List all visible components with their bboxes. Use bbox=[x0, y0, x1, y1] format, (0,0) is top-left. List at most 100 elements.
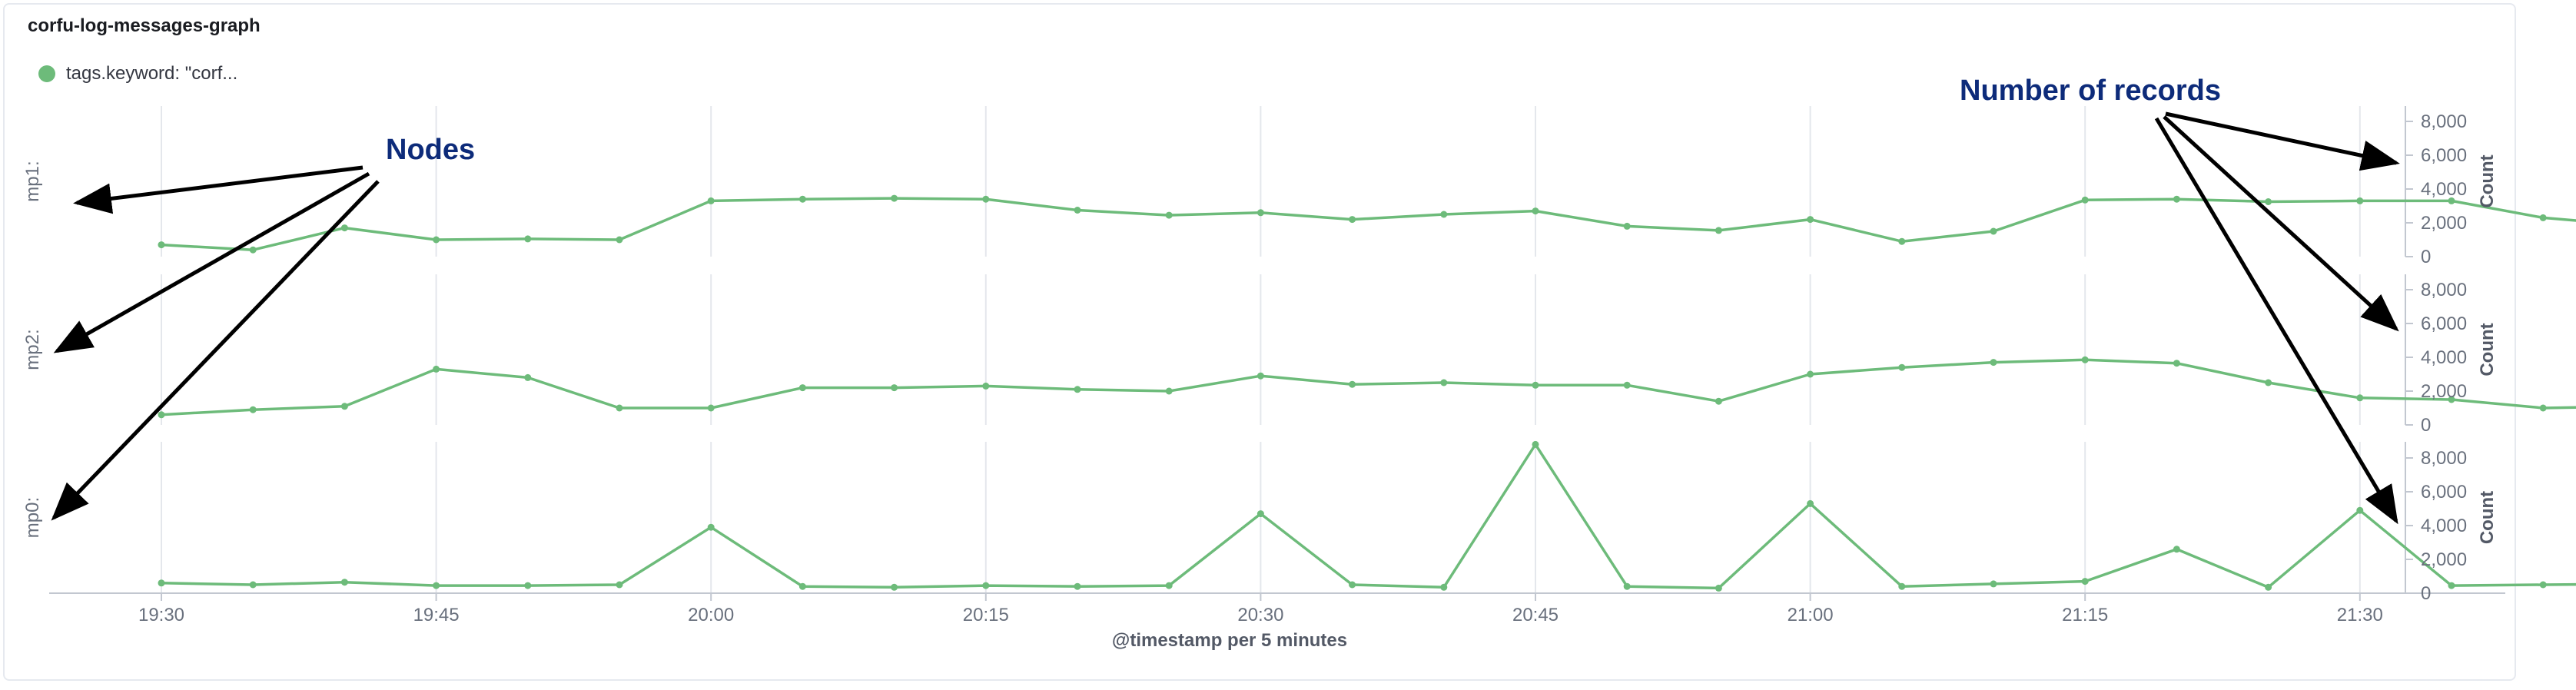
x-tick-label: 19:30 bbox=[138, 605, 184, 625]
data-point bbox=[1256, 209, 1264, 217]
y-tick-label: 4,000 bbox=[2421, 179, 2467, 200]
x-tick-label: 21:00 bbox=[1788, 605, 1834, 625]
data-point bbox=[158, 241, 165, 249]
data-point bbox=[616, 581, 623, 589]
data-point bbox=[982, 582, 990, 589]
y-axis-title: Count bbox=[2477, 323, 2498, 376]
data-point bbox=[1898, 582, 1906, 590]
data-point bbox=[798, 384, 806, 392]
y-tick-label: 8,000 bbox=[2421, 111, 2467, 132]
grid-lines bbox=[161, 106, 2361, 593]
data-point bbox=[1990, 359, 1997, 367]
data-point bbox=[1623, 381, 1631, 389]
x-tick-label: 20:45 bbox=[1512, 605, 1559, 625]
x-tick-label: 21:30 bbox=[2337, 605, 2383, 625]
data-point bbox=[2265, 379, 2272, 386]
y-tick-label: 4,000 bbox=[2421, 347, 2467, 368]
data-point bbox=[1990, 227, 1997, 235]
data-point bbox=[2081, 578, 2089, 586]
data-point bbox=[2448, 197, 2455, 204]
data-point bbox=[433, 236, 440, 244]
legend-label: tags.keyword: "corf... bbox=[66, 63, 238, 84]
annotation-arrow bbox=[2163, 115, 2399, 332]
data-point bbox=[1165, 387, 1173, 395]
data-point bbox=[2081, 196, 2089, 204]
data-point bbox=[1349, 216, 1356, 224]
data-point bbox=[2081, 356, 2089, 363]
circle-icon bbox=[38, 65, 55, 82]
data-point bbox=[2539, 214, 2547, 221]
x-tick-label: 20:00 bbox=[688, 605, 734, 625]
annotations: Nodes Number of records bbox=[51, 75, 2400, 525]
data-point bbox=[616, 236, 623, 244]
data-point bbox=[249, 581, 257, 589]
data-point bbox=[2173, 546, 2180, 553]
data-point bbox=[707, 197, 715, 204]
panel-label: mp2: bbox=[22, 329, 43, 370]
data-point bbox=[524, 373, 532, 381]
panel-label: mp0: bbox=[22, 497, 43, 538]
data-point bbox=[340, 224, 348, 232]
data-point bbox=[340, 579, 348, 586]
axes bbox=[49, 106, 2505, 601]
data-point bbox=[1715, 584, 1722, 592]
data-point bbox=[1349, 380, 1356, 388]
data-point bbox=[707, 523, 715, 531]
y-tick-label: 6,000 bbox=[2421, 313, 2467, 334]
panel-label: mp1: bbox=[22, 161, 43, 201]
data-point bbox=[1807, 499, 1814, 507]
data-point bbox=[1807, 216, 1814, 224]
annotation-arrow bbox=[73, 165, 363, 214]
data-point bbox=[1256, 510, 1264, 518]
x-tick-label: 20:30 bbox=[1237, 605, 1283, 625]
x-tick-label: 19:45 bbox=[413, 605, 460, 625]
data-point bbox=[2173, 360, 2180, 367]
data-point bbox=[1990, 580, 1997, 588]
data-point bbox=[2448, 582, 2455, 589]
data-point bbox=[158, 411, 165, 419]
y-tick-label: 8,000 bbox=[2421, 448, 2467, 469]
data-point bbox=[1898, 363, 1906, 371]
y-tick-label: 2,000 bbox=[2421, 549, 2467, 570]
data-point bbox=[1715, 227, 1722, 234]
x-tick-label: 20:15 bbox=[963, 605, 1009, 625]
y-tick-label: 6,000 bbox=[2421, 482, 2467, 503]
data-point bbox=[1440, 379, 1448, 386]
data-point bbox=[340, 403, 348, 410]
y-tick-label: 0 bbox=[2421, 583, 2431, 604]
data-point bbox=[1440, 583, 1448, 591]
annotation-arrow bbox=[53, 171, 370, 353]
annotation-arrow bbox=[2154, 117, 2398, 525]
data-point bbox=[249, 406, 257, 413]
legend-item[interactable]: tags.keyword: "corf... bbox=[38, 63, 237, 85]
panel-title: corfu-log-messages-graph bbox=[28, 15, 261, 36]
data-point bbox=[1349, 581, 1356, 589]
visualization-panel: corfu-log-messages-graph tags.keyword: "… bbox=[3, 3, 2516, 681]
data-point bbox=[1715, 397, 1722, 405]
data-point bbox=[1623, 582, 1631, 590]
data-point bbox=[2265, 198, 2272, 205]
data-point bbox=[1623, 222, 1631, 230]
data-point bbox=[707, 404, 715, 412]
panel-labels: mp1: mp2: mp0: bbox=[22, 161, 43, 538]
data-point bbox=[1532, 440, 1539, 448]
data-point bbox=[1898, 237, 1906, 245]
data-point bbox=[524, 235, 532, 243]
data-point bbox=[2173, 195, 2180, 203]
data-point bbox=[891, 384, 898, 392]
data-point bbox=[1256, 372, 1264, 380]
series-line bbox=[161, 358, 2576, 416]
data-point bbox=[798, 195, 806, 203]
series-line bbox=[161, 197, 2576, 251]
annotation-nodes: Nodes bbox=[386, 134, 475, 166]
y-tick-label: 4,000 bbox=[2421, 516, 2467, 536]
data-point bbox=[433, 582, 440, 589]
tick-labels: 19:30 19:45 20:00 20:15 20:30 20:45 21:00 21:15… bbox=[138, 111, 2498, 625]
y-axis-title: Count bbox=[2477, 154, 2498, 207]
data-point bbox=[2356, 394, 2364, 402]
series-lines bbox=[161, 197, 2576, 590]
series-line bbox=[161, 443, 2576, 590]
data-points bbox=[158, 194, 2547, 592]
x-axis-title: @timestamp per 5 minutes bbox=[1112, 630, 1347, 651]
